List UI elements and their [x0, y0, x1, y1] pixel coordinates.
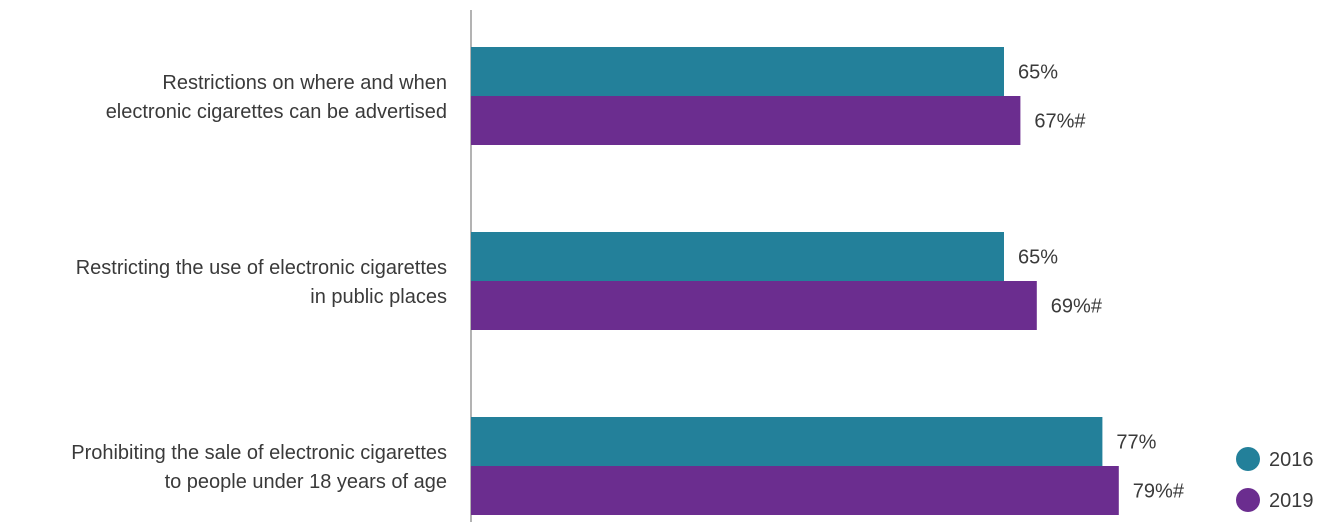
data-label: 67%#: [1034, 111, 1086, 133]
category-label-line: Restrictions on where and when: [162, 72, 447, 94]
category-label-line: Restricting the use of electronic cigare…: [76, 257, 447, 279]
category-label-line: in public places: [310, 286, 447, 308]
bar-2019: [471, 281, 1037, 330]
bar-2019: [471, 466, 1119, 515]
category-label: Restricting the use of electronic cigare…: [76, 257, 447, 308]
category-label: Prohibiting the sale of electronic cigar…: [71, 442, 447, 493]
data-label: 77%: [1116, 432, 1156, 454]
bar-2016: [471, 417, 1103, 466]
category-label-line: Prohibiting the sale of electronic cigar…: [71, 442, 447, 464]
bar-2016: [471, 232, 1004, 281]
category-label: Restrictions on where and when electronic…: [106, 72, 447, 123]
data-label: 69%#: [1051, 296, 1103, 318]
category-label-line: electronic cigarettes can be advertised: [106, 101, 447, 123]
bar-2016: [471, 47, 1004, 96]
data-label: 65%: [1018, 62, 1058, 84]
data-label: 79%#: [1133, 481, 1185, 503]
data-label: 65%: [1018, 247, 1058, 269]
legend-label: 2016: [1269, 449, 1314, 471]
category-label-line: to people under 18 years of age: [165, 471, 447, 493]
legend-swatch: [1236, 488, 1260, 512]
legend-swatch: [1236, 447, 1260, 471]
bar-2019: [471, 96, 1021, 145]
legend-label: 2019: [1269, 490, 1314, 512]
